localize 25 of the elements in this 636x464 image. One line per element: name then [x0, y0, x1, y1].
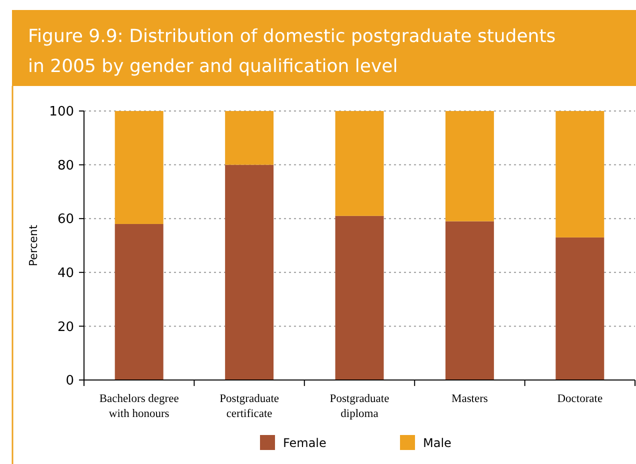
x-tick-label: Bachelors degree with honours	[99, 393, 179, 420]
bar	[556, 111, 604, 238]
bar	[225, 111, 274, 165]
bar	[335, 111, 384, 216]
x-tick-label: Postgraduate diploma	[330, 393, 390, 420]
y-tick-label: 0	[66, 374, 74, 389]
y-tick-label: 20	[57, 320, 74, 335]
bar	[225, 164, 274, 380]
legend-label: Female	[283, 436, 326, 450]
bar	[335, 216, 384, 380]
bar	[445, 111, 494, 222]
bar	[445, 221, 494, 380]
bar	[114, 111, 164, 224]
x-tick-label: Doctorate	[557, 393, 603, 405]
y-axis-title: Percent	[27, 224, 40, 266]
bar	[556, 237, 604, 380]
y-tick-label: 60	[57, 212, 74, 228]
y-tick-label: 100	[49, 104, 74, 120]
x-tick-label: Masters	[451, 393, 488, 405]
chart-title: Figure 9.9: Distribution of domestic postgraduate students in 2005 by gender and qualification level	[28, 26, 556, 77]
y-tick-label: 80	[57, 158, 74, 174]
legend-label: Male	[423, 436, 452, 450]
bar	[114, 224, 164, 380]
x-tick-label: Postgraduate certificate	[220, 393, 280, 420]
y-tick-label: 40	[57, 266, 74, 281]
